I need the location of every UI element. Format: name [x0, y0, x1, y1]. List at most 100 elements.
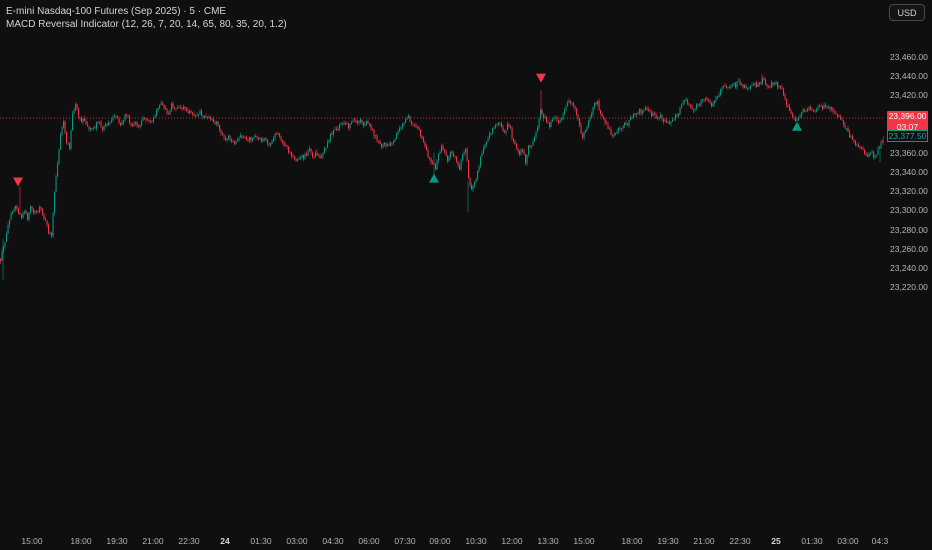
candle	[795, 115, 797, 123]
candle	[849, 129, 851, 138]
candle	[186, 107, 188, 112]
candle	[829, 106, 831, 113]
candle	[802, 107, 804, 114]
price-tick: 23,280.00	[890, 224, 928, 235]
candle	[813, 108, 815, 113]
chart-area[interactable]	[0, 0, 884, 530]
candle	[166, 108, 168, 115]
candle	[369, 122, 371, 128]
candle	[348, 122, 350, 131]
candle	[808, 106, 810, 111]
candle	[682, 99, 684, 106]
candle	[196, 112, 198, 117]
candle	[330, 133, 332, 143]
candle	[543, 113, 545, 122]
candle	[3, 244, 5, 254]
candle	[223, 134, 225, 140]
candle	[552, 117, 554, 122]
candle	[121, 119, 123, 126]
candle	[112, 114, 114, 122]
candle	[331, 131, 333, 136]
candle	[298, 155, 300, 161]
bar-countdown: 03:07	[896, 122, 919, 133]
candle	[210, 115, 212, 121]
candle	[372, 127, 374, 132]
candle	[361, 119, 363, 125]
candle	[276, 131, 278, 135]
candle	[321, 153, 323, 159]
candle	[412, 122, 414, 127]
candlestick-chart[interactable]	[0, 0, 884, 530]
candle	[1, 249, 3, 262]
candle	[75, 102, 77, 112]
candle	[712, 100, 714, 108]
candle	[472, 184, 474, 192]
candle	[465, 148, 467, 155]
time-axis[interactable]: 15:00 18:00 19:30 21:00 22:30 24 01:30 03:00 04:…	[0, 530, 888, 550]
candle	[405, 117, 407, 124]
candle	[789, 103, 791, 111]
candle	[499, 122, 501, 127]
candle	[231, 138, 233, 144]
candle	[516, 142, 518, 150]
candle	[676, 113, 678, 118]
candle	[106, 122, 108, 128]
candle	[775, 80, 777, 86]
candle	[730, 84, 732, 90]
indicator-label[interactable]: MACD Reversal Indicator (12, 26, 7, 20, …	[6, 19, 287, 30]
candle	[117, 115, 119, 119]
candle	[654, 111, 656, 116]
candle	[319, 153, 321, 159]
candle	[246, 135, 248, 141]
price-tick: 23,260.00	[890, 243, 928, 254]
time-tick: 01:30	[250, 536, 272, 546]
candle	[342, 122, 344, 127]
candle	[411, 120, 413, 127]
candle	[450, 151, 452, 160]
candle	[525, 153, 527, 166]
price-axis[interactable]: 23,460.0023,440.0023,420.0023,400.0023,3…	[884, 0, 932, 550]
candle	[766, 83, 768, 89]
candle	[235, 139, 237, 145]
candle	[568, 98, 570, 104]
candle	[313, 155, 315, 159]
candle	[130, 122, 132, 128]
candle	[340, 121, 342, 126]
candle	[528, 144, 530, 158]
candle	[202, 115, 204, 120]
candle	[631, 116, 633, 120]
candle	[25, 209, 27, 215]
currency-button[interactable]: USD	[889, 4, 925, 21]
candle	[150, 120, 152, 124]
candle	[447, 154, 449, 164]
candle	[505, 130, 507, 136]
time-tick: 18:00	[621, 536, 643, 546]
candle	[72, 111, 74, 131]
candle	[64, 120, 66, 135]
candle	[822, 105, 824, 112]
candle	[252, 137, 254, 143]
candle	[444, 149, 446, 154]
symbol-title[interactable]: E-mini Nasdaq-100 Futures (Sep 2025) · 5…	[6, 6, 227, 17]
candle	[601, 112, 603, 119]
candle	[78, 107, 80, 120]
candle	[700, 99, 702, 108]
candle	[184, 106, 186, 111]
candle	[882, 139, 884, 144]
candle	[607, 121, 609, 129]
candle	[574, 105, 576, 112]
candle	[753, 82, 755, 86]
price-tick: 23,300.00	[890, 205, 928, 216]
candle	[655, 111, 657, 119]
candle	[217, 120, 219, 128]
candle	[876, 154, 878, 158]
candle	[639, 108, 641, 116]
candle	[504, 129, 506, 134]
candle	[273, 136, 275, 142]
candle	[90, 127, 92, 132]
time-tick: 13:30	[537, 536, 559, 546]
candle	[523, 148, 525, 156]
candle	[780, 85, 782, 90]
candle	[796, 117, 798, 122]
candle	[373, 129, 375, 140]
